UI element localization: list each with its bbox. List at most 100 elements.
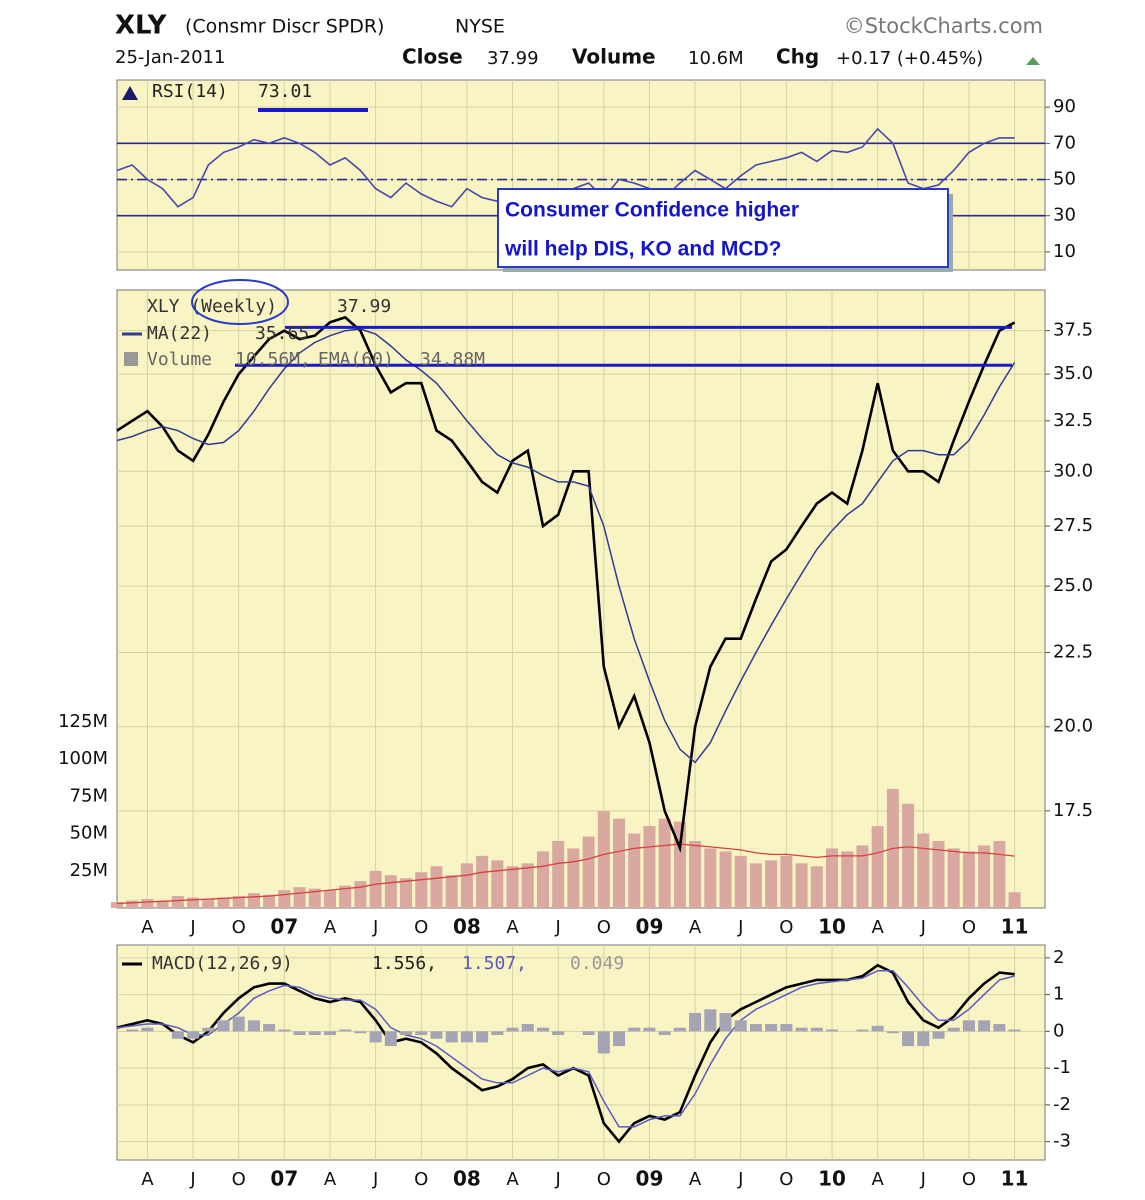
y-tick-label: 70 <box>1053 132 1076 153</box>
macd-line <box>116 963 1015 1144</box>
callout-box <box>497 188 949 268</box>
volume-bar <box>932 840 945 908</box>
highlight-ellipse <box>191 279 289 325</box>
histogram-bar <box>1008 1029 1021 1032</box>
volume-bar <box>506 866 519 908</box>
volume-tick-label: 25M <box>70 860 108 881</box>
histogram-bar <box>917 1031 930 1047</box>
x-tick-label: A <box>506 1169 519 1190</box>
y-tick-label: 32.5 <box>1053 410 1093 431</box>
volume-bar <box>962 851 975 908</box>
x-tick-label: J <box>737 1169 743 1190</box>
y-tick-label: 37.5 <box>1053 320 1093 341</box>
volume-tick-label: 75M <box>70 785 108 806</box>
volume-bar <box>126 900 139 908</box>
volume-bar <box>978 845 991 908</box>
volume-bar <box>947 848 960 908</box>
volume-bar <box>430 866 443 908</box>
histogram-bar <box>171 1031 184 1039</box>
histogram-bar <box>810 1027 823 1032</box>
legend-label: Volume <box>147 349 212 370</box>
x-tick-label: A <box>871 917 884 938</box>
histogram-bar <box>430 1031 443 1039</box>
x-tick-label: A <box>689 1169 702 1190</box>
histogram-bar <box>993 1024 1006 1032</box>
legend-value: 35.65 <box>255 323 309 344</box>
histogram-bar <box>962 1020 975 1032</box>
callout-line: Consumer Confidence higher <box>505 199 799 222</box>
x-tick-label: A <box>141 1169 154 1190</box>
histogram-bar <box>247 1020 260 1032</box>
histogram-bar <box>323 1031 336 1036</box>
histogram-bar <box>476 1031 489 1043</box>
y-tick-label: 0 <box>1053 1020 1064 1041</box>
y-tick-label: 30.0 <box>1053 460 1093 481</box>
histogram-bar <box>689 1012 702 1032</box>
volume-bar <box>354 881 367 908</box>
volume-bar <box>141 899 154 908</box>
volume-bar <box>917 833 930 908</box>
x-tick-label: O <box>232 917 246 938</box>
y-tick-label: 30 <box>1053 205 1076 226</box>
x-tick-label: A <box>871 1169 884 1190</box>
x-tick-label: A <box>689 917 702 938</box>
legend-value: 34.88M <box>420 349 485 370</box>
volume-bar <box>552 840 565 908</box>
x-tick-label: O <box>597 1169 611 1190</box>
x-tick-label: J <box>737 917 743 938</box>
volume-bar <box>689 840 702 908</box>
x-tick-label: O <box>962 917 976 938</box>
histogram-bar <box>582 1031 595 1036</box>
histogram-bar <box>643 1027 656 1032</box>
x-tick-label: 08 <box>453 1167 481 1191</box>
volume-bar <box>613 818 626 908</box>
histogram-bar <box>202 1027 215 1032</box>
histogram-bar <box>597 1031 610 1054</box>
volume-bar <box>795 863 808 908</box>
histogram-bar <box>658 1031 671 1036</box>
y-tick-label: -3 <box>1053 1131 1071 1152</box>
histogram-bar <box>749 1024 762 1032</box>
volume-bar <box>323 890 336 908</box>
x-tick-label: 11 <box>1001 1167 1029 1191</box>
histogram-bar <box>384 1031 397 1047</box>
x-tick-label: 09 <box>636 1167 664 1191</box>
volume-bar <box>400 878 413 908</box>
histogram-bar <box>278 1029 291 1032</box>
x-tick-label: J <box>920 917 926 938</box>
y-tick-label: 50 <box>1053 169 1076 190</box>
volume-bar <box>567 848 580 908</box>
volume-bar <box>293 887 306 908</box>
x-tick-label: J <box>189 1169 195 1190</box>
legend-value: 37.99 <box>337 296 391 317</box>
legend-value: 10.56M, <box>235 349 311 370</box>
y-tick-label: 20.0 <box>1053 716 1093 737</box>
change-value: +0.17 (+0.45%) <box>836 48 983 69</box>
volume-bar <box>826 848 839 908</box>
histogram-bar <box>308 1031 321 1036</box>
y-tick-label: 10 <box>1053 241 1076 262</box>
legend-label: EMA(60) <box>318 349 394 370</box>
histogram-bar <box>780 1024 793 1032</box>
histogram-bar <box>445 1031 458 1043</box>
close-label: Close <box>402 45 463 69</box>
volume-tick-label: 50M <box>70 823 108 844</box>
histogram-bar <box>947 1027 960 1032</box>
histogram-bar <box>491 1031 504 1036</box>
volume-bar <box>415 872 428 908</box>
volume-bar <box>993 840 1006 908</box>
volume-bar <box>232 896 245 908</box>
x-tick-label: J <box>189 917 195 938</box>
volume-bar <box>278 890 291 908</box>
histogram-bar <box>613 1031 626 1047</box>
price-line <box>116 315 1016 853</box>
y-tick-label: -2 <box>1053 1094 1071 1115</box>
histogram-bar <box>628 1027 641 1032</box>
exchange: NYSE <box>455 16 505 38</box>
volume-bar <box>628 833 641 908</box>
volume-bar <box>521 863 534 908</box>
histogram-bar <box>826 1029 839 1032</box>
change-label: Chg <box>776 45 819 69</box>
volume-bar <box>171 896 184 908</box>
